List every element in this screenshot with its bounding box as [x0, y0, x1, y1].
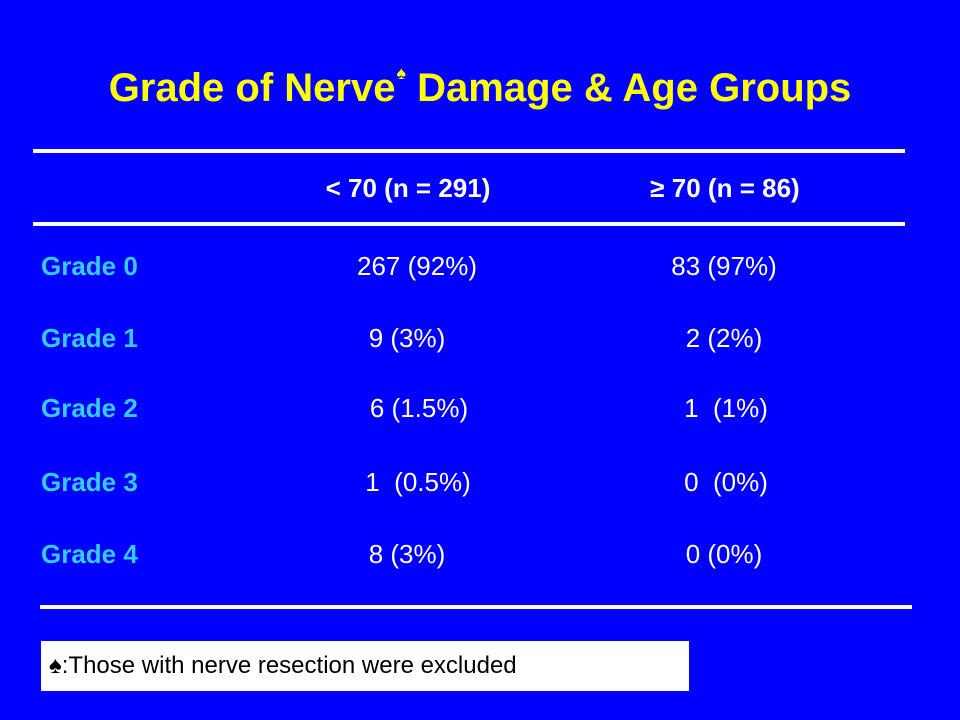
row-label-grade-1: Grade 1 [41, 323, 138, 353]
column-header-under-70: < 70 (n = 291) [325, 173, 491, 203]
cell-grade-3-under-70: 1 (0.5%) [365, 467, 471, 497]
cell-grade-1-under-70: 9 (3%) [368, 323, 446, 353]
footnote-box: ♠:Those with nerve resection were exclud… [41, 641, 689, 691]
cell-grade-3-70-plus: 0 (0%) [684, 467, 768, 497]
table-bottom-rule [40, 605, 912, 609]
cell-grade-0-under-70: 267 (92%) [357, 251, 477, 281]
slide-title: Grade of Nerve♠ Damage & Age Groups [0, 47, 960, 114]
cell-grade-4-under-70: 8 (3%) [368, 539, 446, 569]
column-header-70-plus: ≥ 70 (n = 86) [650, 173, 800, 203]
row-label-grade-0: Grade 0 [41, 251, 138, 281]
title-text-after: Damage & Age Groups [406, 66, 852, 110]
cell-grade-1-70-plus: 2 (2%) [685, 323, 763, 353]
title-text-before: Grade of Nerve [108, 66, 396, 110]
cell-grade-4-70-plus: 0 (0%) [685, 539, 763, 569]
row-label-grade-2: Grade 2 [41, 393, 138, 423]
row-label-grade-3: Grade 3 [41, 467, 138, 497]
row-label-grade-4: Grade 4 [41, 539, 138, 569]
cell-grade-2-70-plus: 1 (1%) [684, 393, 768, 423]
cell-grade-0-70-plus: 83 (97%) [671, 251, 777, 281]
table-top-rule [33, 149, 905, 153]
header-bottom-rule [33, 222, 905, 226]
spade-mark-icon: ♠ [396, 63, 407, 83]
cell-grade-2-under-70: 6 (1.5%) [369, 393, 469, 423]
